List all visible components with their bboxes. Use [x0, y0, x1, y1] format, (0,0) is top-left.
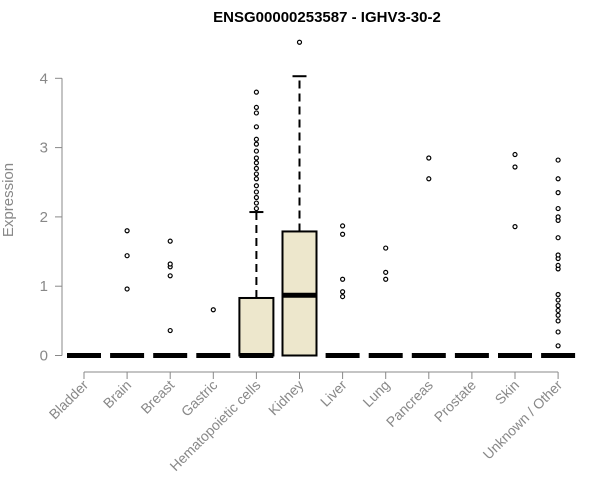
- outlier-point: [512, 151, 518, 158]
- box-series: [67, 39, 576, 358]
- outlier-point: [383, 269, 389, 275]
- outlier-point: [253, 89, 259, 95]
- outlier-point: [555, 252, 561, 258]
- y-tick-label: 2: [40, 209, 48, 226]
- box-group: [110, 228, 145, 358]
- y-axis-label: Expression: [0, 163, 17, 237]
- outlier-point: [253, 110, 259, 116]
- box-group: [238, 89, 275, 358]
- outlier-point: [555, 297, 561, 303]
- outlier-point: [253, 160, 259, 166]
- outlier-point: [555, 291, 561, 298]
- x-tick-label: Prostate: [431, 377, 479, 425]
- outlier-point: [555, 157, 561, 163]
- y-tick-label: 0: [40, 348, 48, 365]
- outlier-point: [340, 289, 346, 295]
- outlier-point: [124, 228, 130, 234]
- box-group: [325, 223, 360, 358]
- x-tick-label: Breast: [137, 377, 177, 417]
- outlier-point: [555, 235, 561, 241]
- x-tick-label: Unknown / Other: [480, 377, 566, 463]
- outlier-point: [383, 245, 389, 251]
- outlier-point: [340, 293, 346, 300]
- box-group: [498, 151, 532, 358]
- box-group: [281, 39, 318, 357]
- outlier-point: [340, 276, 346, 282]
- x-tick-label: Gastric: [178, 377, 221, 420]
- outlier-point: [555, 214, 561, 220]
- outlier-point: [512, 164, 518, 170]
- outlier-point: [210, 307, 216, 313]
- outlier-point: [340, 223, 346, 229]
- outlier-point: [167, 261, 173, 267]
- outlier-point: [253, 205, 259, 212]
- outlier-point: [253, 194, 259, 201]
- x-tick-label: Liver: [317, 377, 350, 410]
- outlier-point: [253, 155, 259, 161]
- outlier-point: [124, 253, 130, 259]
- x-tick-label: Bladder: [46, 377, 92, 423]
- outlier-point: [555, 190, 561, 196]
- outlier-point: [253, 176, 259, 182]
- outlier-point: [555, 262, 561, 269]
- outlier-point: [253, 104, 259, 111]
- box-group: [368, 245, 403, 358]
- outlier-point: [253, 165, 259, 171]
- outlier-point: [253, 148, 259, 154]
- outlier-point: [555, 303, 561, 309]
- outlier-point: [512, 224, 518, 230]
- box-group: [541, 157, 576, 358]
- outlier-point: [426, 155, 432, 161]
- outlier-point: [555, 329, 561, 335]
- outlier-point: [167, 327, 173, 334]
- outlier-point: [167, 238, 173, 244]
- y-tick-label: 3: [40, 140, 48, 157]
- outlier-point: [555, 176, 561, 182]
- outlier-point: [426, 176, 432, 182]
- x-tick-label: Brain: [100, 377, 134, 411]
- outlier-point: [253, 124, 259, 130]
- outlier-point: [124, 286, 130, 292]
- outlier-point: [253, 171, 259, 177]
- chart-title: ENSG00000253587 - IGHV3-30-2: [213, 9, 441, 26]
- outlier-point: [383, 276, 389, 282]
- outlier-point: [555, 307, 561, 314]
- outlier-point: [253, 141, 259, 147]
- outlier-point: [296, 39, 303, 45]
- outlier-point: [253, 183, 259, 189]
- y-tick-label: 4: [40, 70, 48, 87]
- outlier-point: [253, 200, 259, 206]
- x-tick-label: Skin: [492, 377, 523, 408]
- outlier-point: [555, 343, 561, 349]
- outlier-point: [253, 189, 259, 195]
- outlier-point: [555, 318, 561, 324]
- outlier-point: [555, 312, 561, 318]
- y-tick-label: 1: [40, 278, 48, 295]
- box-group: [411, 155, 446, 358]
- x-tick-label: Lung: [359, 377, 392, 410]
- outlier-point: [340, 231, 346, 237]
- outlier-point: [167, 273, 173, 279]
- box-group: [196, 307, 231, 358]
- box: [238, 296, 275, 357]
- x-tick-label: Kidney: [265, 377, 307, 419]
- x-tick-label: Pancreas: [383, 377, 436, 430]
- outlier-point: [555, 205, 561, 212]
- box-group: [153, 238, 188, 358]
- outlier-point: [253, 136, 259, 142]
